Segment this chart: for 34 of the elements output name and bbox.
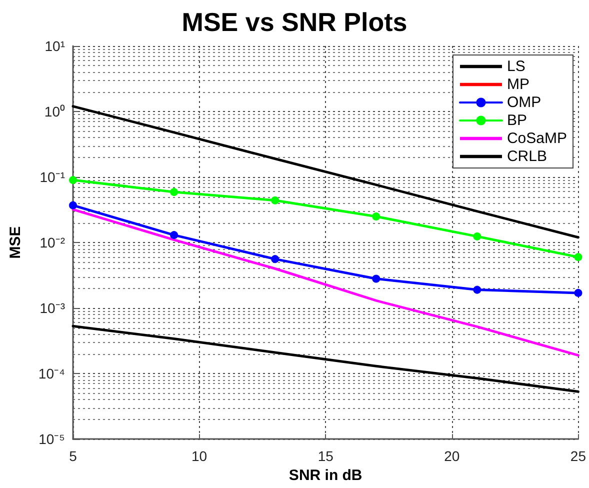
x-tick-label: 5 bbox=[69, 448, 78, 464]
legend-label: OMP bbox=[506, 94, 542, 111]
point bbox=[170, 231, 178, 240]
y-tick-label: 10⁰ bbox=[44, 104, 65, 120]
y-axis-title: MSE bbox=[7, 226, 24, 259]
chart-title: MSE vs SNR Plots bbox=[182, 7, 408, 37]
y-tick-label: 10⁻¹ bbox=[40, 169, 66, 186]
point bbox=[473, 232, 482, 240]
x-tick-label: 15 bbox=[318, 448, 334, 464]
point bbox=[170, 188, 178, 196]
line-series bbox=[72, 324, 580, 393]
point bbox=[271, 255, 280, 264]
point bbox=[69, 201, 77, 210]
point bbox=[473, 286, 482, 294]
x-axis-title: SNR in dB bbox=[288, 467, 362, 484]
y-tick-label: 10⁻⁵ bbox=[38, 431, 65, 448]
legend-label: CRLB bbox=[506, 148, 547, 165]
point bbox=[69, 176, 77, 184]
point bbox=[271, 196, 280, 204]
x-tick-label: 25 bbox=[570, 448, 586, 464]
x-tick-label: 10 bbox=[192, 448, 208, 464]
y-tick-label: 10⁻³ bbox=[40, 300, 66, 316]
x-tick-label: 20 bbox=[444, 448, 460, 464]
point bbox=[574, 288, 582, 297]
point bbox=[372, 212, 380, 220]
y-tick-label: 10⁻² bbox=[40, 234, 66, 251]
legend-label: BP bbox=[506, 112, 527, 129]
y-tick-label: 10⁻⁴ bbox=[38, 366, 65, 382]
y-tick-label: 10¹ bbox=[44, 38, 66, 54]
point bbox=[372, 274, 380, 283]
point bbox=[574, 253, 582, 262]
legend-label: CoSaMP bbox=[506, 130, 568, 147]
legend-label: LS bbox=[506, 58, 526, 75]
legend-label: MP bbox=[506, 76, 530, 93]
